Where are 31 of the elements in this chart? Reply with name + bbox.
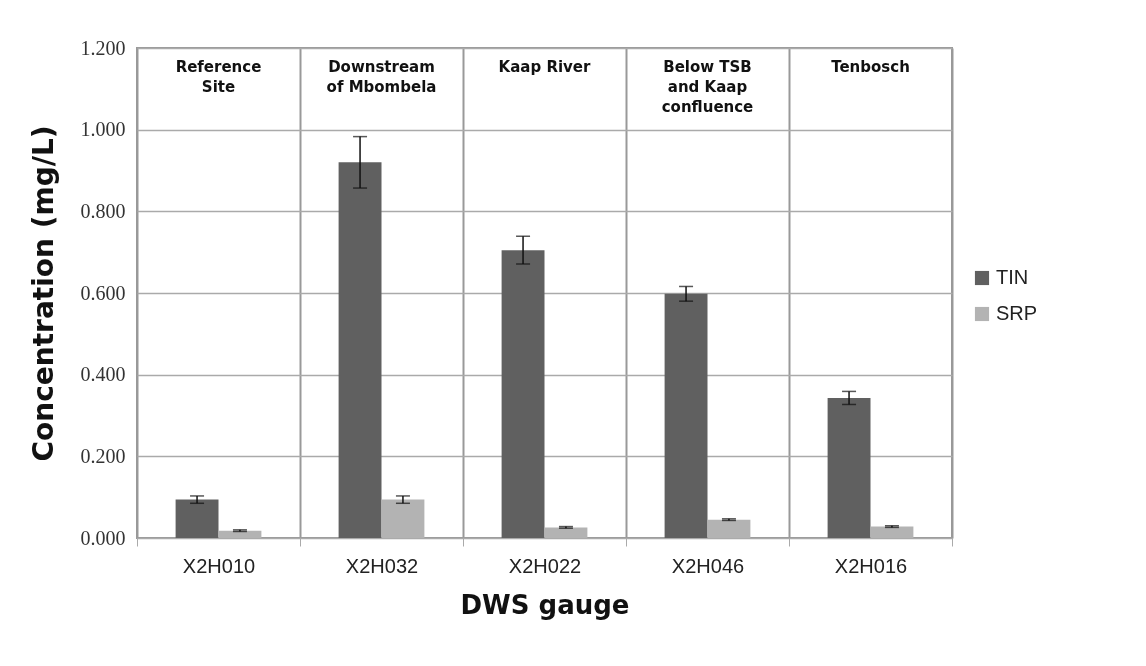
y-axis-title: Concentration (mg/L) [26,125,60,462]
annotation: Kaap River [498,58,592,76]
y-tick-label: 0.200 [80,444,126,467]
bar [338,162,382,538]
bar [175,499,219,538]
y-tick-label: 0.600 [80,281,126,304]
x-tick-label: X2H022 [508,554,582,577]
annotation: Below TSB and Kaap confluence [661,58,754,116]
annotation: Reference Site [175,58,262,96]
y-tick-label: 0.800 [80,199,126,222]
bar [664,293,708,538]
y-tick-label: 1.200 [80,36,126,59]
bar [707,519,751,538]
bar [501,250,545,538]
x-axis-title: DWS gauge [460,589,630,620]
legend-label: SRP [996,302,1038,324]
x-tick-label: X2H010 [182,554,256,577]
bar [544,527,588,538]
y-tick-label: 0.000 [80,526,126,549]
bar [218,530,262,538]
annotation: Downstream of Mbombela [326,58,437,96]
bar [827,397,871,538]
y-tick-label: 1.000 [80,118,126,141]
y-tick-label: 0.400 [80,363,126,386]
bar [381,499,425,538]
legend-label: TIN [996,266,1029,288]
x-tick-label: X2H046 [671,554,745,577]
x-tick-label: X2H016 [834,554,908,577]
annotation: Tenbosch [831,58,910,76]
x-tick-label: X2H032 [345,554,419,577]
bar [870,526,914,538]
